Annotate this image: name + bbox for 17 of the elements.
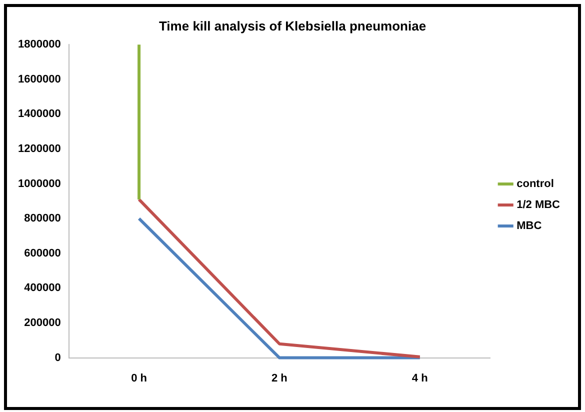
legend-label: 1/2 MBC (516, 199, 560, 212)
y-tick-label: 1800000 (18, 38, 61, 51)
y-tick-label: 400000 (24, 282, 61, 294)
legend-label: MBC (516, 220, 542, 232)
y-tick-label: 800000 (24, 212, 61, 225)
x-tick-label: 0 h (131, 372, 148, 384)
y-tick-label: 1600000 (18, 73, 61, 86)
y-tick-label: 600000 (24, 247, 61, 260)
chart-title: Time kill analysis of Klebsiella pneumoniae (158, 18, 426, 34)
x-tick-label: 4 h (412, 372, 428, 384)
x-tick-label: 2 h (272, 372, 288, 384)
y-tick-label: 1200000 (18, 143, 61, 156)
y-tick-label: 200000 (24, 317, 61, 330)
legend-label: control (516, 178, 554, 190)
y-tick-label: 1000000 (18, 178, 61, 190)
y-tick-label: 0 (54, 352, 61, 364)
y-tick-label: 1400000 (18, 108, 61, 120)
